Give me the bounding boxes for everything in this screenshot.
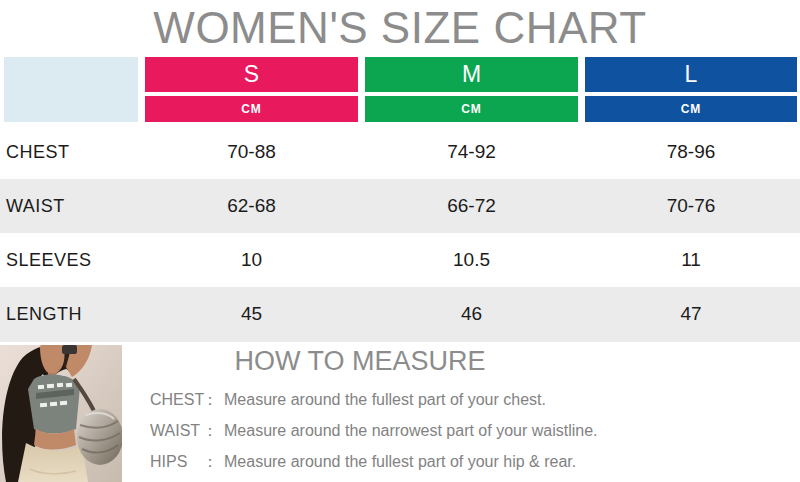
measure-colon: ： — [202, 452, 218, 472]
model-photo-illustration — [0, 345, 122, 482]
sleeves-value-l: 11 — [585, 233, 797, 287]
measure-label-waist: WAIST — [150, 421, 202, 441]
table-row-sleeves: SLEEVES 10 10.5 11 — [0, 233, 800, 287]
measure-text-hips: Measure around the fullest part of your … — [224, 453, 576, 470]
waist-value-l: 70-76 — [585, 179, 797, 233]
table-row-length: LENGTH 45 46 47 — [0, 287, 800, 342]
size-header-s: S — [145, 57, 358, 92]
chest-value-l: 78-96 — [585, 125, 797, 179]
length-value-l: 47 — [585, 287, 797, 341]
sleeves-value-m: 10.5 — [365, 233, 578, 287]
size-header-l: L — [585, 57, 797, 92]
table-corner-cell — [4, 57, 138, 122]
table-row-chest: CHEST 70-88 74-92 78-96 — [0, 125, 800, 179]
length-value-s: 45 — [145, 287, 358, 341]
how-to-measure-title: HOW TO MEASURE — [150, 346, 570, 376]
page-title: WOMEN'S SIZE CHART — [0, 2, 800, 54]
chest-value-s: 70-88 — [145, 125, 358, 179]
model-photo — [0, 345, 122, 482]
waist-value-s: 62-68 — [145, 179, 358, 233]
unit-cell-s: CM — [145, 96, 358, 122]
unit-cell-m: CM — [365, 96, 578, 122]
measure-instruction-waist: WAIST： Measure around the narrowest part … — [150, 421, 598, 441]
measure-instruction-hips: HIPS： Measure around the fullest part of … — [150, 452, 576, 472]
length-value-m: 46 — [365, 287, 578, 341]
measure-label-hips: HIPS — [150, 452, 202, 472]
size-chart-page: WOMEN'S SIZE CHART S M L CM CM CM CHEST … — [0, 0, 800, 482]
table-row-waist: WAIST 62-68 66-72 70-76 — [0, 179, 800, 233]
measure-text-waist: Measure around the narrowest part of you… — [224, 422, 598, 439]
waist-value-m: 66-72 — [365, 179, 578, 233]
size-header-m: M — [365, 57, 578, 92]
row-label-sleeves: SLEEVES — [6, 233, 92, 287]
row-label-chest: CHEST — [6, 125, 70, 179]
measure-colon: ： — [202, 390, 218, 410]
measure-text-chest: Measure around the fullest part of your … — [224, 391, 546, 408]
row-label-length: LENGTH — [6, 287, 82, 341]
sleeves-value-s: 10 — [145, 233, 358, 287]
unit-cell-l: CM — [585, 96, 797, 122]
measure-instruction-chest: CHEST： Measure around the fullest part of… — [150, 390, 546, 410]
measure-colon: ： — [202, 421, 218, 441]
row-label-waist: WAIST — [6, 179, 65, 233]
measure-label-chest: CHEST — [150, 390, 202, 410]
chest-value-m: 74-92 — [365, 125, 578, 179]
